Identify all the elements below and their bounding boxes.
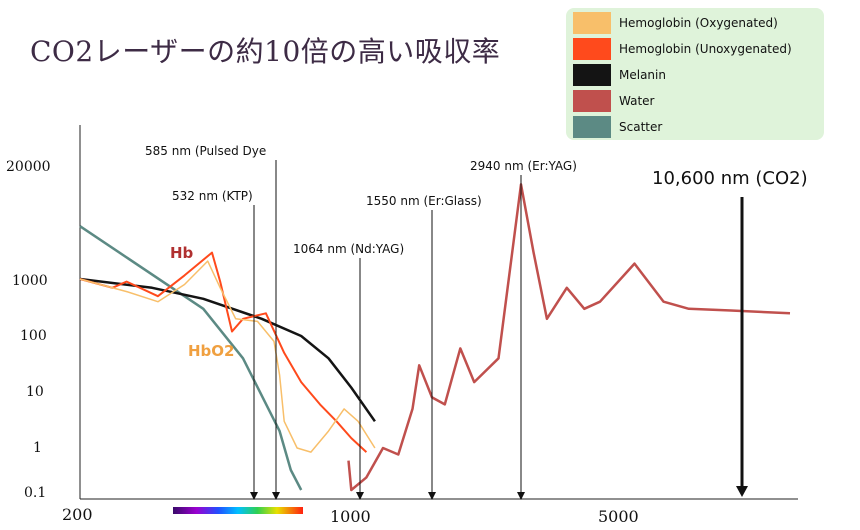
y-tick-label: 20000 <box>6 159 51 175</box>
visible-spectrum-bar <box>173 507 303 514</box>
x-tick-label: 1000 <box>330 507 371 526</box>
marker-label: 10,600 nm (CO2) <box>652 168 808 189</box>
marker-1550: 1550 nm (Er:Glass) <box>366 194 482 500</box>
legend-swatch <box>573 116 611 138</box>
legend-label: Hemoglobin (Oxygenated) <box>619 16 778 30</box>
series-line-hemoglobin-oxygenated <box>79 260 376 453</box>
marker-10600: 10,600 nm (CO2) <box>652 168 808 497</box>
series-line-hemoglobin-unoxygenated <box>79 251 368 453</box>
marker-label: 585 nm (Pulsed Dye <box>145 144 266 158</box>
marker-arrowhead <box>736 486 748 497</box>
series-line-melanin <box>79 277 376 423</box>
legend-item-hemoglobin-unoxygenated: Hemoglobin (Unoxygenated) <box>573 38 792 60</box>
marker-label: 1064 nm (Nd:YAG) <box>293 242 404 256</box>
legend-label: Melanin <box>619 68 666 82</box>
y-tick-label: 100 <box>20 328 47 344</box>
marker-label: 2940 nm (Er:YAG) <box>470 159 577 173</box>
legend-item-hemoglobin-oxygenated: Hemoglobin (Oxygenated) <box>573 12 778 34</box>
marker-arrowhead <box>428 492 436 500</box>
series-line-water <box>347 183 791 492</box>
legend-swatch <box>573 12 611 34</box>
y-tick-label: 1000 <box>12 273 48 289</box>
marker-arrowhead <box>517 492 525 500</box>
legend: Hemoglobin (Oxygenated) Hemoglobin (Unox… <box>566 8 824 140</box>
marker-arrowhead <box>250 492 258 500</box>
legend-item-scatter: Scatter <box>573 116 662 138</box>
legend-swatch <box>573 38 611 60</box>
marker-arrowhead <box>356 492 364 500</box>
legend-swatch <box>573 64 611 86</box>
y-tick-label: 10 <box>26 384 44 400</box>
series-layer <box>79 183 791 492</box>
marker-1064: 1064 nm (Nd:YAG) <box>293 242 404 500</box>
marker-arrowhead <box>272 492 280 500</box>
marker-2940: 2940 nm (Er:YAG) <box>470 159 577 500</box>
marker-label: 1550 nm (Er:Glass) <box>366 194 482 208</box>
marker-532: 532 nm (KTP) <box>172 189 258 500</box>
legend-item-melanin: Melanin <box>573 64 666 86</box>
y-tick-label: 1 <box>33 440 42 456</box>
marker-585: 585 nm (Pulsed Dye <box>145 144 280 500</box>
legend-label: Scatter <box>619 120 663 134</box>
legend-swatch <box>573 90 611 112</box>
x-tick-label: 200 <box>62 505 93 524</box>
y-tick-label: 0.1 <box>24 485 46 501</box>
legend-item-water: Water <box>573 90 654 112</box>
legend-label: Hemoglobin (Unoxygenated) <box>619 42 792 56</box>
x-tick-label: 5000 <box>598 507 639 526</box>
legend-label: Water <box>619 94 655 108</box>
page-title: CO2レーザーの約10倍の高い吸収率 <box>30 35 501 68</box>
series-label-hb: Hb <box>170 244 194 262</box>
series-label-hbo2: HbO2 <box>188 342 234 360</box>
marker-label: 532 nm (KTP) <box>172 189 253 203</box>
